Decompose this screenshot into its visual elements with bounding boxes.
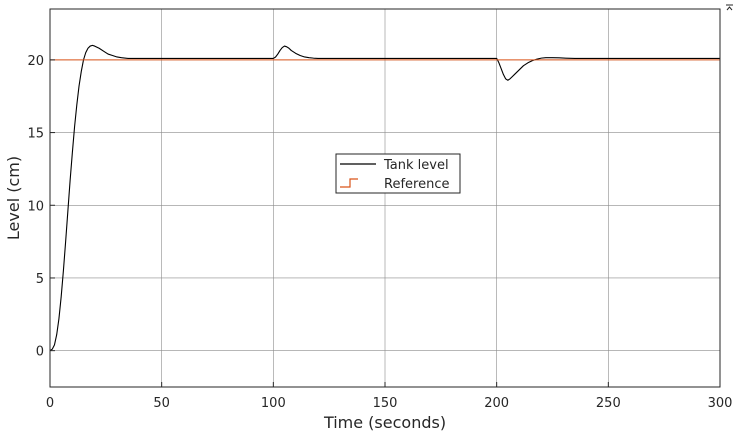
axes-toolbar-icon[interactable] xyxy=(725,3,734,12)
x-tick-label: 200 xyxy=(484,396,509,411)
x-tick-label: 100 xyxy=(261,396,286,411)
legend-box xyxy=(335,153,461,194)
x-tick-label: 250 xyxy=(596,396,621,411)
y-tick-label: 0 xyxy=(36,345,44,360)
y-axis-label: Level (cm) xyxy=(4,156,23,240)
x-tick-label: 0 xyxy=(46,396,54,411)
y-tick-label: 5 xyxy=(36,272,44,287)
legend[interactable]: Tank level Reference xyxy=(335,153,461,194)
x-tick-label: 150 xyxy=(373,396,398,411)
y-tick-label: 10 xyxy=(27,199,44,214)
tick-labels: 0 50 100 150 200 250 300 0 5 10 15 20 xyxy=(27,54,732,411)
legend-label-tank-level: Tank level xyxy=(383,158,449,173)
x-axis-label: Time (seconds) xyxy=(323,413,446,432)
grid-lines xyxy=(50,9,720,387)
y-tick-label: 20 xyxy=(27,54,44,69)
series-layer xyxy=(49,44,720,352)
legend-swatch-reference xyxy=(340,178,358,188)
legend-label-reference: Reference xyxy=(384,177,449,192)
y-tick-label: 15 xyxy=(27,127,44,142)
x-tick-label: 300 xyxy=(708,396,733,411)
series-line-tank-level xyxy=(49,44,720,352)
x-tick-label: 50 xyxy=(153,396,170,411)
